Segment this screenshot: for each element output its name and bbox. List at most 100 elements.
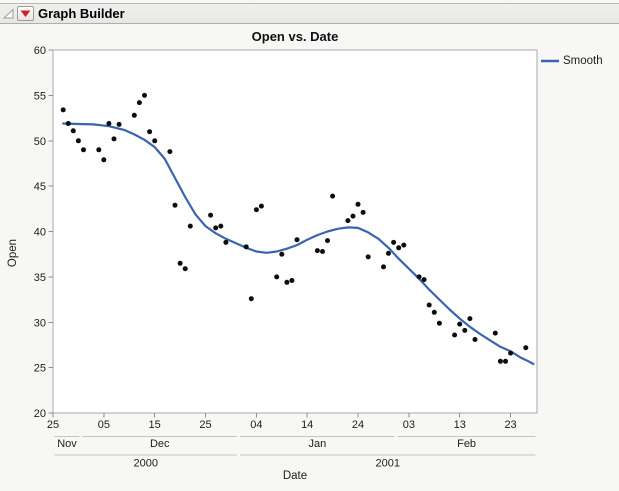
data-point[interactable] xyxy=(325,238,330,244)
y-tick-label: 55 xyxy=(34,90,46,102)
data-point[interactable] xyxy=(365,254,371,260)
y-tick-label: 45 xyxy=(34,181,46,193)
data-point[interactable] xyxy=(472,337,478,342)
data-point[interactable] xyxy=(81,147,86,153)
data-point[interactable] xyxy=(101,157,107,163)
y-tick-label: 40 xyxy=(34,227,46,239)
smooth-curve[interactable] xyxy=(62,122,535,366)
x-tick-label: 03 xyxy=(403,419,415,431)
data-point[interactable] xyxy=(503,358,508,364)
data-point[interactable] xyxy=(218,223,224,229)
data-point[interactable] xyxy=(243,244,249,250)
data-point[interactable] xyxy=(147,129,153,135)
data-point[interactable] xyxy=(391,239,397,245)
x-axis-title: Date xyxy=(282,470,308,482)
data-point[interactable] xyxy=(284,279,290,285)
data-point[interactable] xyxy=(401,242,407,248)
x-tick-label: 25 xyxy=(47,419,59,431)
data-point[interactable] xyxy=(172,202,178,208)
data-point[interactable] xyxy=(136,100,142,106)
data-point[interactable] xyxy=(182,266,188,272)
data-point[interactable] xyxy=(279,251,285,257)
data-point[interactable] xyxy=(330,193,336,199)
data-point[interactable] xyxy=(70,128,76,134)
data-point[interactable] xyxy=(106,121,112,126)
legend-item-smooth[interactable]: Smooth xyxy=(540,55,603,67)
x-tick-label: 04 xyxy=(250,419,262,431)
y-tick-label: 20 xyxy=(34,408,46,420)
data-point[interactable] xyxy=(223,239,229,245)
data-point[interactable] xyxy=(248,296,254,302)
red-triangle-icon xyxy=(20,10,31,17)
month-label: Nov xyxy=(57,438,77,450)
data-point[interactable] xyxy=(294,237,300,243)
red-triangle-menu-button[interactable] xyxy=(17,6,34,21)
y-tick-label: 60 xyxy=(34,45,46,57)
data-point[interactable] xyxy=(360,209,366,215)
data-point[interactable] xyxy=(131,112,137,118)
data-point[interactable] xyxy=(152,138,158,144)
data-point[interactable] xyxy=(96,147,102,153)
data-point[interactable] xyxy=(508,350,514,356)
data-point[interactable] xyxy=(65,121,71,126)
legend-line-swatch-icon xyxy=(541,59,559,63)
data-point[interactable] xyxy=(274,274,280,280)
legend: Smooth xyxy=(540,55,603,67)
data-point[interactable] xyxy=(350,213,356,219)
data-point[interactable] xyxy=(436,320,442,326)
x-tick-label: 13 xyxy=(454,419,466,431)
data-point[interactable] xyxy=(421,277,427,283)
data-point[interactable] xyxy=(187,223,193,229)
data-point[interactable] xyxy=(381,264,386,270)
data-point[interactable] xyxy=(355,201,361,207)
data-point[interactable] xyxy=(386,250,391,256)
data-point[interactable] xyxy=(111,136,117,142)
plot-area[interactable] xyxy=(52,49,538,414)
data-point[interactable] xyxy=(177,260,183,266)
data-point[interactable] xyxy=(431,309,437,315)
month-label: Dec xyxy=(150,438,170,450)
y-tick-label: 30 xyxy=(34,317,46,329)
data-point[interactable] xyxy=(75,138,81,144)
x-tick-label: 15 xyxy=(149,419,161,431)
outline-title: Graph Builder xyxy=(38,6,125,21)
y-tick-label: 50 xyxy=(34,136,46,148)
x-tick-label: 23 xyxy=(504,419,516,431)
data-point[interactable] xyxy=(345,218,351,224)
data-point[interactable] xyxy=(523,345,529,351)
disclosure-triangle-icon[interactable] xyxy=(2,7,15,20)
data-point[interactable] xyxy=(452,332,458,338)
data-point[interactable] xyxy=(426,302,432,308)
y-tick-label: 25 xyxy=(34,363,46,375)
data-point[interactable] xyxy=(492,330,498,336)
data-point[interactable] xyxy=(253,207,259,213)
data-point[interactable] xyxy=(497,358,503,364)
data-point[interactable] xyxy=(457,321,463,327)
data-point[interactable] xyxy=(116,121,122,127)
legend-label: Smooth xyxy=(563,55,603,67)
outline-header: Graph Builder xyxy=(0,3,619,24)
data-point[interactable] xyxy=(60,107,66,113)
year-label: 2001 xyxy=(376,458,400,470)
chart-title: Open vs. Date xyxy=(251,29,339,44)
data-point[interactable] xyxy=(208,212,214,218)
data-point[interactable] xyxy=(142,92,147,98)
x-tick-label: 25 xyxy=(199,419,211,431)
y-tick-label: 35 xyxy=(34,272,46,284)
x-tick-label: 24 xyxy=(352,419,364,431)
data-point[interactable] xyxy=(320,249,325,254)
data-point[interactable] xyxy=(258,203,264,209)
data-point[interactable] xyxy=(467,316,473,322)
x-tick-label: 05 xyxy=(98,419,110,431)
data-point[interactable] xyxy=(396,245,402,251)
x-tick-label: 14 xyxy=(301,419,313,431)
data-point[interactable] xyxy=(213,225,219,231)
year-label: 2000 xyxy=(134,458,158,470)
data-point[interactable] xyxy=(289,278,295,283)
data-point[interactable] xyxy=(314,248,320,254)
data-point[interactable] xyxy=(167,149,173,155)
data-point[interactable] xyxy=(462,327,468,333)
data-point[interactable] xyxy=(416,274,422,280)
